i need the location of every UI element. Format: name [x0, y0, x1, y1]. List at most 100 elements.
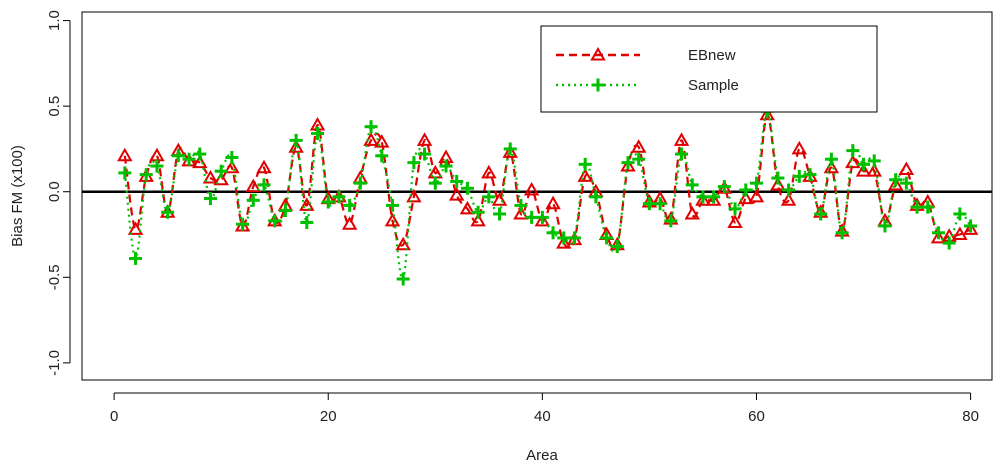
legend-marker-sample [591, 78, 605, 92]
point-ebnew [727, 214, 743, 229]
point-sample [460, 181, 474, 195]
point-sample [878, 219, 892, 233]
y-tick-label: -1.0 [46, 350, 63, 376]
point-sample [225, 150, 239, 164]
point-sample [739, 183, 753, 197]
point-ebnew [127, 221, 144, 235]
point-sample [439, 159, 453, 173]
point-sample [321, 195, 335, 209]
point-ebnew [845, 154, 861, 169]
point-ebnew [930, 229, 947, 244]
point-ebnew [887, 176, 904, 191]
point-ebnew [695, 192, 711, 206]
point-ebnew [620, 158, 636, 172]
point-ebnew [245, 178, 262, 193]
point-sample [214, 164, 228, 178]
point-sample [118, 166, 132, 180]
point-ebnew [855, 163, 872, 177]
plot-area [82, 104, 992, 286]
point-sample [364, 120, 378, 134]
point-sample [375, 149, 389, 163]
point-sample [771, 171, 785, 185]
point-ebnew [759, 106, 775, 121]
point-ebnew [748, 188, 765, 203]
point-sample [589, 190, 603, 204]
point-sample [664, 214, 678, 228]
point-ebnew [384, 212, 401, 227]
point-ebnew [770, 176, 786, 191]
point-sample [953, 207, 967, 221]
point-sample [814, 207, 828, 221]
point-sample [632, 152, 646, 166]
point-sample [535, 210, 549, 224]
point-sample [150, 159, 164, 173]
point-ebnew [491, 192, 508, 206]
point-ebnew [288, 139, 304, 153]
point-sample [503, 142, 517, 156]
point-ebnew [448, 187, 465, 201]
point-sample [171, 149, 185, 163]
point-ebnew [523, 181, 540, 196]
point-ebnew [341, 216, 358, 230]
point-sample [653, 197, 667, 211]
point-sample [899, 176, 913, 190]
point-ebnew [684, 205, 700, 220]
point-sample [728, 202, 742, 216]
point-sample [889, 173, 903, 187]
point-ebnew [374, 134, 390, 148]
point-ebnew [780, 192, 797, 206]
point-sample [514, 198, 528, 212]
point-ebnew [545, 195, 561, 210]
point-sample [129, 251, 143, 265]
legend-box [540, 25, 878, 113]
point-ebnew [534, 212, 551, 227]
point-sample [332, 190, 346, 204]
axes: 0 20 40 60 80 -1.0 -0.5 0.0 0.5 1.0 [46, 10, 993, 425]
point-ebnew [898, 161, 915, 175]
point-ebnew [224, 159, 240, 174]
point-ebnew [823, 159, 840, 174]
legend: EBnew Sample [540, 25, 878, 113]
point-sample [268, 214, 282, 228]
point-sample [182, 152, 196, 166]
point-sample [407, 156, 421, 170]
point-sample [964, 219, 978, 233]
plot-frame [81, 11, 993, 381]
point-ebnew [256, 159, 272, 174]
point-ebnew [202, 170, 219, 184]
point-sample [749, 176, 763, 190]
point-ebnew [470, 212, 486, 227]
point-sample [257, 178, 271, 192]
x-tick-label: 0 [110, 408, 118, 425]
point-ebnew [459, 200, 476, 215]
point-sample [482, 190, 496, 204]
point-sample [824, 152, 838, 166]
x-tick-label: 60 [748, 408, 765, 425]
point-sample [236, 217, 250, 231]
point-sample [471, 205, 485, 219]
point-ebnew [791, 140, 808, 155]
point-sample [846, 144, 860, 158]
series-sample [118, 104, 978, 286]
point-sample [792, 169, 806, 183]
point-ebnew [213, 171, 229, 186]
point-ebnew [502, 144, 518, 158]
point-ebnew [406, 188, 422, 203]
point-sample [867, 154, 881, 168]
point-sample [300, 216, 314, 230]
point-ebnew [395, 236, 411, 251]
point-sample [600, 231, 614, 245]
y-axis-title: Bias FM (x100) [9, 145, 26, 247]
series-ebnew [117, 106, 979, 251]
point-sample [418, 147, 432, 161]
y-tick-label: 1.0 [46, 10, 63, 31]
point-sample [717, 180, 731, 194]
point-ebnew [192, 154, 208, 169]
point-sample [685, 178, 699, 192]
point-sample [493, 207, 507, 221]
point-ebnew [299, 197, 315, 211]
point-sample [546, 226, 560, 240]
point-sample [578, 157, 592, 171]
point-ebnew [416, 132, 433, 146]
